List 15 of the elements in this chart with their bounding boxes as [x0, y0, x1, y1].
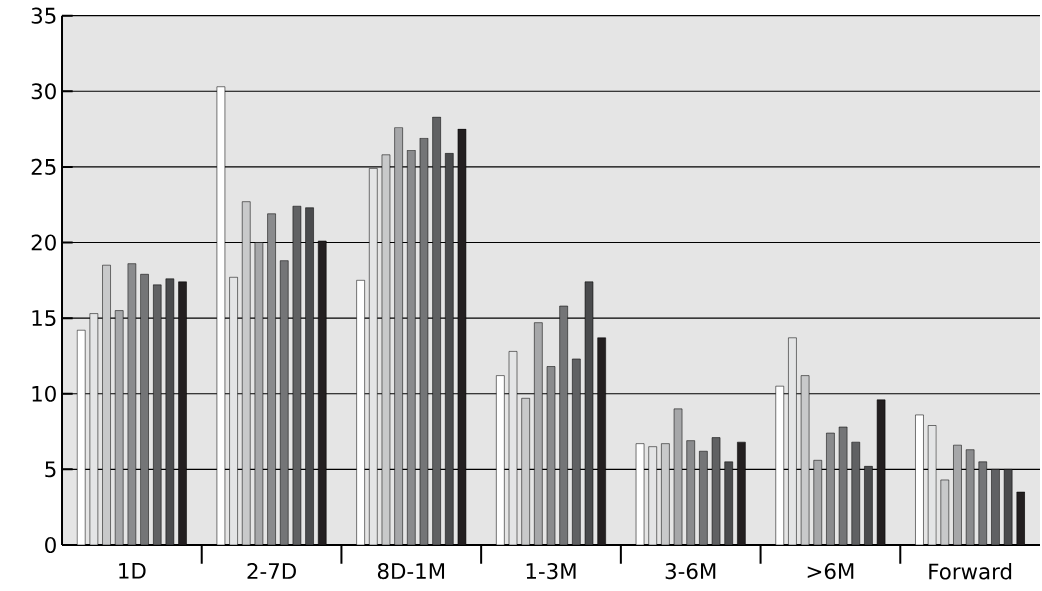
- x-tick-label: 8D-1M: [377, 563, 445, 580]
- y-tick-label: 5: [45, 461, 56, 478]
- y-tick-label: 15: [32, 310, 56, 327]
- y-tick-label: 0: [45, 536, 56, 554]
- x-tick-label: 3-6M: [665, 563, 716, 580]
- y-tick-label: 20: [31, 234, 56, 251]
- y-tick-label: 30: [31, 83, 56, 100]
- x-tick-label: 1D: [119, 563, 146, 579]
- y-tick-label: 10: [32, 385, 56, 402]
- x-tick-label: >6M: [807, 563, 854, 580]
- y-tick-label: 35: [31, 7, 56, 24]
- x-tick-label: Forward: [929, 563, 1012, 580]
- y-tick-label: 25: [31, 158, 56, 175]
- x-tick-label: 1-3M: [526, 563, 576, 580]
- x-tick-label: 2-7D: [247, 563, 296, 579]
